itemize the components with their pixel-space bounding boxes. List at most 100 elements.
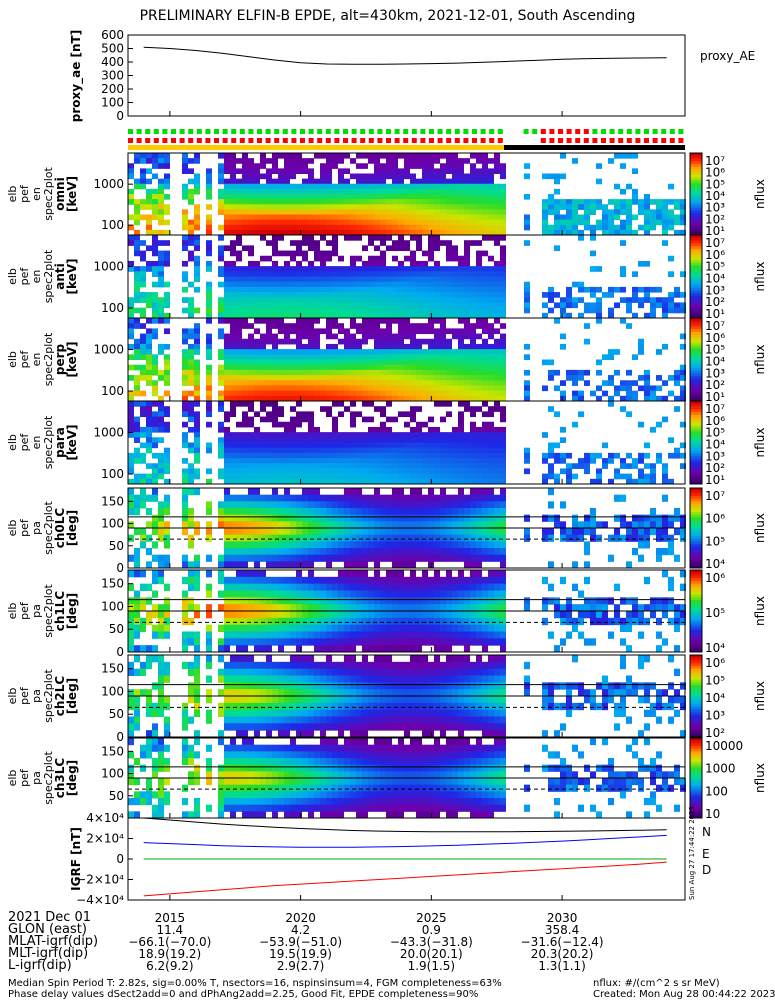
- heatmap-cell: [494, 229, 500, 236]
- heatmap-cell: [500, 343, 506, 350]
- heatmap-cell: [488, 395, 494, 402]
- heatmap-cell: [368, 173, 374, 180]
- heatmap-cell: [254, 390, 260, 397]
- status-tick-upper: [291, 129, 297, 134]
- heatmap-cell: [524, 528, 530, 536]
- heatmap-cell: [680, 292, 686, 298]
- heatmap-cell: [278, 514, 284, 522]
- heatmap-cell: [500, 426, 506, 433]
- heatmap-cell: [494, 541, 500, 549]
- heatmap-cell: [326, 209, 332, 215]
- heatmap-cell: [218, 153, 224, 159]
- heatmap-cell: [440, 209, 446, 215]
- heatmap-cell: [314, 631, 320, 639]
- heatmap-cell: [458, 548, 464, 556]
- heatmap-cell: [332, 153, 338, 159]
- heatmap-cell: [134, 364, 140, 371]
- heatmap-cell: [284, 276, 290, 283]
- heatmap-cell: [302, 328, 308, 335]
- heatmap-cell: [494, 521, 500, 529]
- heatmap-cell: [338, 442, 344, 449]
- heatmap-cell: [314, 638, 320, 646]
- heatmap-cell: [230, 312, 236, 319]
- heatmap-cell: [398, 271, 404, 277]
- heatmap-cell: [428, 380, 434, 386]
- heatmap-cell: [416, 447, 422, 454]
- heatmap-cell: [194, 328, 200, 335]
- status-tick-upper: [549, 129, 555, 134]
- heatmap-cell: [146, 432, 152, 438]
- heatmap-cell: [500, 250, 506, 257]
- heatmap-cell: [404, 163, 410, 169]
- heatmap-cell: [260, 349, 266, 355]
- heatmap-cell: [608, 349, 614, 355]
- heatmap-cell: [188, 199, 194, 205]
- heatmap-cell: [278, 250, 284, 257]
- heatmap-cell: [494, 194, 500, 200]
- heatmap-cell: [362, 611, 368, 619]
- heatmap-cell: [470, 328, 476, 335]
- heatmap-cell: [380, 645, 386, 653]
- heatmap-cell: [362, 375, 368, 381]
- heatmap-cell: [626, 219, 632, 226]
- heatmap-cell: [260, 463, 266, 469]
- heatmap-cell: [374, 390, 380, 397]
- heatmap-cell: [290, 447, 296, 454]
- heatmap-cell: [452, 204, 458, 210]
- heatmap-cell: [620, 199, 626, 205]
- heatmap-cell: [266, 385, 272, 392]
- heatmap-cell: [332, 204, 338, 210]
- heatmap-cell: [248, 364, 254, 371]
- heatmap-cell: [188, 638, 194, 646]
- heatmap-cell: [158, 401, 164, 407]
- heatmap-layer: [128, 129, 702, 819]
- heatmap-cell: [314, 478, 320, 485]
- heatmap-cell: [332, 521, 338, 529]
- heatmap-cell: [596, 468, 602, 475]
- heatmap-cell: [272, 183, 278, 190]
- heatmap-cell: [428, 255, 434, 262]
- heatmap-cell: [500, 548, 506, 556]
- colorbar-cell: [690, 221, 702, 225]
- heatmap-cell: [188, 375, 194, 381]
- heatmap-cell: [662, 214, 668, 221]
- heatmap-cell: [182, 219, 188, 226]
- heatmap-cell: [440, 375, 446, 381]
- heatmap-cell: [386, 328, 392, 335]
- heatmap-cell: [356, 219, 362, 226]
- heatmap-cell: [404, 333, 410, 340]
- heatmap-cell: [182, 194, 188, 200]
- heatmap-cell: [350, 554, 356, 562]
- heatmap-cell: [488, 521, 494, 529]
- heatmap-cell: [260, 406, 266, 412]
- heatmap-cell: [326, 508, 332, 516]
- heatmap-cell: [230, 583, 236, 591]
- heatmap-cell: [302, 194, 308, 200]
- heatmap-cell: [494, 158, 500, 164]
- heatmap-cell: [146, 369, 152, 376]
- heatmap-cell: [230, 380, 236, 386]
- heatmap-cell: [266, 528, 272, 536]
- heatmap-cell: [440, 401, 446, 407]
- heatmap-cell: [590, 514, 596, 522]
- heatmap-cell: [272, 245, 278, 252]
- heatmap-cell: [482, 250, 488, 257]
- status-tick-lower: [317, 138, 323, 143]
- heatmap-cell: [128, 478, 134, 485]
- heatmap-cell: [284, 541, 290, 549]
- heatmap-cell: [482, 514, 488, 522]
- heatmap-cell: [380, 406, 386, 412]
- heatmap-cell: [374, 359, 380, 366]
- heatmap-cell: [380, 194, 386, 200]
- heatmap-cell: [644, 214, 650, 221]
- heatmap-cell: [446, 411, 452, 418]
- status-tick-lower: [566, 138, 572, 143]
- heatmap-cell: [398, 390, 404, 397]
- heatmap-cell: [290, 255, 296, 262]
- heatmap-cell: [458, 354, 464, 360]
- heatmap-cell: [464, 528, 470, 536]
- heatmap-cell: [524, 385, 530, 392]
- heatmap-cell: [488, 302, 494, 309]
- heatmap-cell: [266, 561, 272, 569]
- heatmap-cell: [482, 323, 488, 329]
